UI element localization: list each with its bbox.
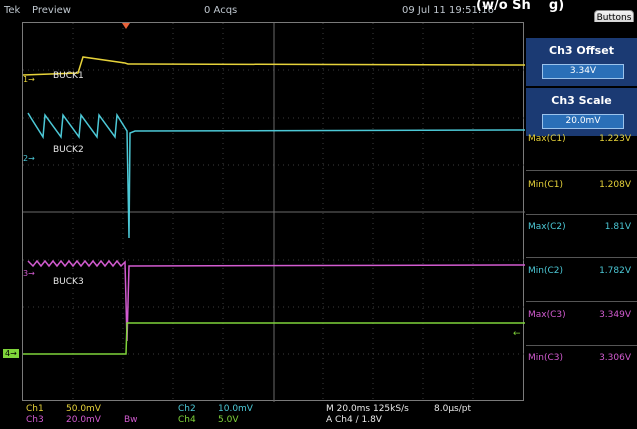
channel-readout: Ch1 50.0mV Ch3 20.0mV Bw Ch2 10.0mV Ch4 … bbox=[0, 402, 637, 429]
ch4-readout-scale[interactable]: 5.0V bbox=[218, 415, 239, 425]
ch4-ground-marker[interactable]: 4→ bbox=[3, 349, 19, 358]
measurement-min-c3[interactable]: Min(C3) 3.306V bbox=[528, 353, 631, 363]
ch3-scale-title: Ch3 Scale bbox=[551, 94, 612, 107]
bandwidth-limit-indicator: Bw bbox=[124, 415, 138, 425]
acquisition-mode: Preview bbox=[32, 5, 71, 16]
measurement-divider bbox=[526, 214, 637, 215]
ch1-readout-scale[interactable]: 50.0mV bbox=[66, 404, 101, 414]
trace-ch2 bbox=[27, 112, 525, 239]
ch1-readout-label[interactable]: Ch1 bbox=[26, 404, 44, 414]
measurement-divider bbox=[526, 257, 637, 258]
ch3-ground-marker[interactable]: 3→ bbox=[23, 269, 35, 278]
timebase-readout[interactable]: M 20.0ms 125kS/s bbox=[326, 404, 409, 414]
ch3-readout-scale[interactable]: 20.0mV bbox=[66, 415, 101, 425]
ch1-label: BUCK1 bbox=[53, 71, 84, 81]
ch3-readout-label[interactable]: Ch3 bbox=[26, 415, 44, 425]
ch2-readout-label[interactable]: Ch2 bbox=[178, 404, 196, 414]
ch1-ground-marker[interactable]: 1→ bbox=[23, 75, 35, 84]
ch3-offset-title: Ch3 Offset bbox=[549, 44, 614, 57]
ch4-readout-label[interactable]: Ch4 bbox=[178, 415, 196, 425]
measurement-divider bbox=[526, 170, 637, 171]
ch3-scale-control[interactable]: Ch3 Scale 20.0mV bbox=[526, 88, 637, 136]
measurement-max-c2[interactable]: Max(C2) 1.81V bbox=[528, 222, 631, 232]
trigger-readout[interactable]: A Ch4 ∕ 1.8V bbox=[326, 415, 382, 425]
side-panel: Ch3 Offset 3.34V Ch3 Scale 20.0mV Max(C1… bbox=[526, 22, 637, 401]
timestamp: 09 Jul 11 19:51:16 bbox=[402, 5, 494, 16]
measurement-min-c2[interactable]: Min(C2) 1.782V bbox=[528, 266, 631, 276]
ch4-trigger-level-marker[interactable]: ← bbox=[513, 329, 521, 339]
ch3-offset-control[interactable]: Ch3 Offset 3.34V bbox=[526, 38, 637, 86]
status-bar: Tek Preview 0 Acqs 09 Jul 11 19:51:16 (w… bbox=[0, 0, 637, 20]
graticule-axes bbox=[23, 23, 525, 402]
acquisition-count: 0 Acqs bbox=[204, 5, 238, 16]
trace-ch4 bbox=[23, 322, 525, 355]
ch3-offset-value[interactable]: 3.34V bbox=[542, 64, 624, 79]
measurement-max-c1[interactable]: Max(C1) 1.223V bbox=[528, 134, 631, 144]
ch2-label: BUCK2 bbox=[53, 145, 84, 155]
ch3-scale-value[interactable]: 20.0mV bbox=[542, 114, 624, 129]
ch2-ground-marker[interactable]: 2→ bbox=[23, 154, 35, 163]
measurement-divider bbox=[526, 301, 637, 302]
resolution-readout: 8.0µs/pt bbox=[434, 404, 472, 414]
measurement-min-c1[interactable]: Min(C1) 1.208V bbox=[528, 180, 631, 190]
measurement-max-c3[interactable]: Max(C3) 3.349V bbox=[528, 310, 631, 320]
measurement-divider bbox=[526, 345, 637, 346]
brand-label: Tek bbox=[4, 5, 21, 16]
caption-overlay: (w/o Sh g) bbox=[476, 0, 565, 13]
waveform-canvas bbox=[23, 23, 525, 402]
trigger-position-marker bbox=[122, 23, 130, 29]
waveform-display[interactable]: 1→ BUCK1 2→ BUCK2 3→ BUCK3 4→ ← bbox=[3, 22, 525, 402]
trace-ch3 bbox=[27, 259, 525, 342]
trace-ch1 bbox=[23, 56, 525, 76]
ch2-readout-scale[interactable]: 10.0mV bbox=[218, 404, 253, 414]
ch3-label: BUCK3 bbox=[53, 277, 84, 287]
